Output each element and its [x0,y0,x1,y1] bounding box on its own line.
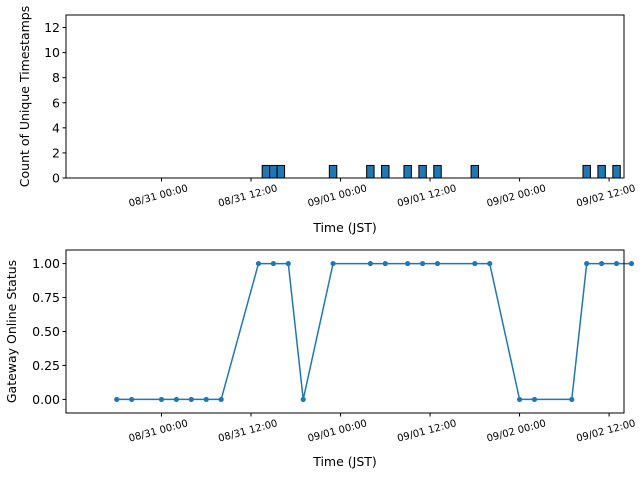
bar [269,164,278,179]
status-point [188,396,194,403]
status-point [405,260,411,267]
line-chart-y-label: Gateway Online Status [4,260,19,403]
line-chart-x-label: Time (JST) [312,454,377,469]
bar [433,164,442,179]
y-tick-label: 10 [44,45,60,60]
y-tick-label: 2 [52,145,60,160]
status-point [218,396,224,403]
status-point [255,260,262,267]
status-point [569,396,575,403]
bar [261,164,271,179]
status-point [367,260,373,267]
line-chart-frame [65,249,625,414]
line-chart-y-ticks: 0.00 0.25 0.50 0.75 1.00 [32,256,66,407]
status-point [173,396,180,403]
status-point [613,260,620,267]
bar-chart-frame [65,14,625,179]
bar [366,164,375,179]
status-point [129,396,135,403]
status-point [487,260,493,267]
status-point [531,396,538,403]
y-tick-label: 8 [52,70,60,85]
y-tick-label: 12 [44,20,60,35]
status-point [472,260,478,267]
bar [582,164,591,179]
status-point [599,260,605,267]
y-tick-label: 0.25 [32,358,60,373]
bar-series [261,164,621,179]
status-point [434,260,441,267]
status-point [628,260,635,267]
y-tick-label: 0.75 [32,290,60,305]
status-point [330,260,336,267]
status-point [419,260,426,267]
status-point [516,396,523,403]
bar [597,164,606,179]
status-point [382,260,388,267]
bar-chart-y-ticks: 0 2 4 6 8 10 12 [44,20,66,186]
y-tick-label: 0 [52,171,60,186]
bar [612,164,621,179]
y-tick-label: 0.00 [32,392,60,407]
status-point [114,396,120,403]
bar [418,164,427,179]
bar-chart-x-label: Time (JST) [312,220,377,235]
status-point [203,396,209,403]
status-point [300,396,306,403]
y-tick-label: 4 [52,120,60,135]
status-series [114,260,635,403]
bar [403,164,412,179]
bar-chart-y-label: Count of Unique Timestamps [17,6,32,187]
bar [276,164,286,179]
y-tick-label: 6 [52,95,60,110]
status-point [584,260,590,267]
bar [381,164,390,179]
bar [328,164,338,179]
y-tick-label: 0.50 [32,324,60,339]
bar [470,164,480,179]
status-point [158,396,165,403]
status-point [285,260,291,267]
y-tick-label: 1.00 [32,256,60,271]
status-point [270,260,276,267]
